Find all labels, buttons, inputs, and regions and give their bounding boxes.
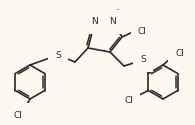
Text: Cl: Cl <box>175 50 184 58</box>
Text: S: S <box>140 56 146 64</box>
Text: S: S <box>55 50 61 59</box>
Text: Cl: Cl <box>124 96 133 105</box>
Text: N: N <box>110 18 116 26</box>
Text: N: N <box>92 18 98 26</box>
Text: Cl: Cl <box>13 110 22 120</box>
Text: Cl: Cl <box>138 26 147 36</box>
